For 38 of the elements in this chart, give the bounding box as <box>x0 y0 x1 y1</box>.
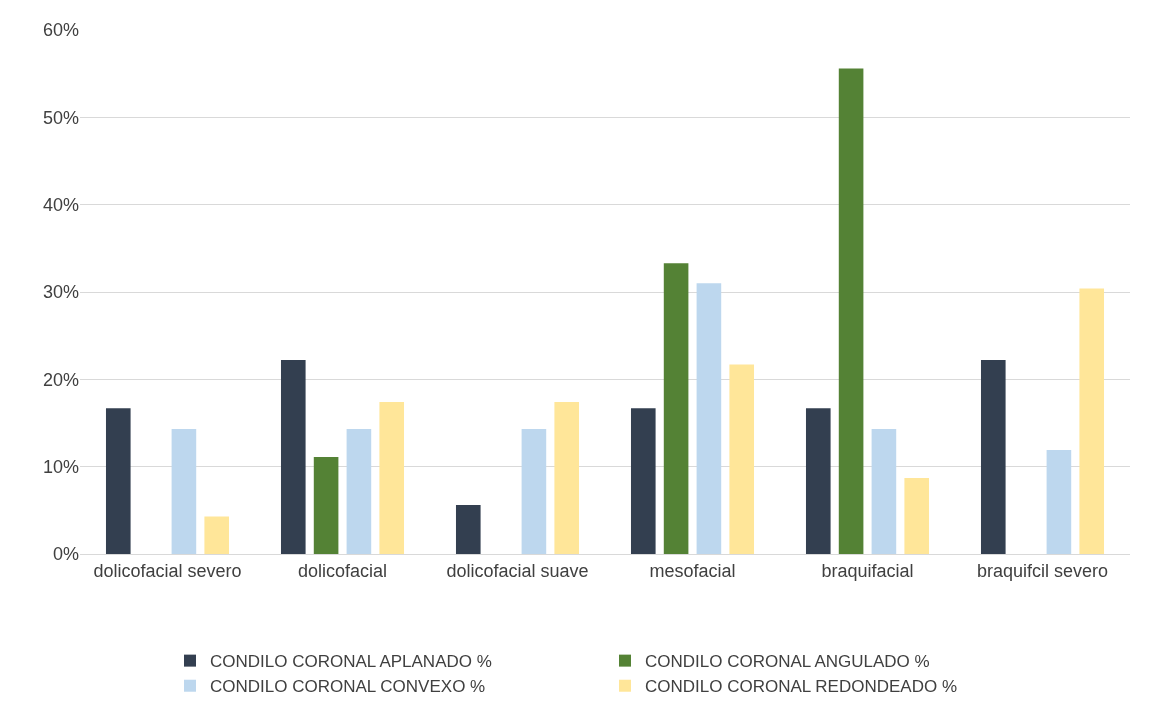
bar <box>204 516 230 554</box>
bar <box>171 429 197 554</box>
bar <box>521 429 547 554</box>
y-tick-label: 30% <box>42 282 79 303</box>
legend-label: CONDILO CORONAL APLANADO % <box>210 652 492 672</box>
bar <box>980 360 1006 554</box>
bar <box>696 283 722 554</box>
x-tick-label: braquifcil severo <box>976 560 1109 581</box>
bar <box>1079 288 1105 554</box>
bar <box>1046 450 1072 554</box>
legend-label: CONDILO CORONAL REDONDEADO % <box>645 677 958 697</box>
bar <box>871 429 897 554</box>
bar <box>280 360 306 554</box>
bar <box>729 364 755 554</box>
bar <box>838 68 864 554</box>
y-tick-label: 10% <box>42 456 79 477</box>
bar <box>805 408 831 554</box>
bar <box>105 408 131 554</box>
x-tick-label: braquifacial <box>821 560 914 581</box>
bar <box>630 408 656 554</box>
y-tick-label: 0% <box>52 544 79 565</box>
bar <box>379 402 405 554</box>
y-tick-label: 20% <box>42 369 79 390</box>
x-tick-label: dolicofacial <box>297 560 388 581</box>
bar <box>663 263 689 554</box>
x-tick-label: dolicofacial severo <box>93 560 242 581</box>
y-tick-label: 60% <box>42 20 79 41</box>
bar <box>455 505 481 554</box>
bar <box>313 457 339 554</box>
legend-label: CONDILO CORONAL CONVEXO % <box>210 677 486 697</box>
x-tick-label: mesofacial <box>649 560 736 581</box>
bar <box>904 478 930 554</box>
bar <box>346 429 372 554</box>
y-tick-label: 50% <box>42 107 79 128</box>
x-tick-label: dolicofacial suave <box>446 560 589 581</box>
y-tick-label: 40% <box>42 194 79 215</box>
legend-label: CONDILO CORONAL ANGULADO % <box>645 652 930 672</box>
bar <box>554 402 580 554</box>
